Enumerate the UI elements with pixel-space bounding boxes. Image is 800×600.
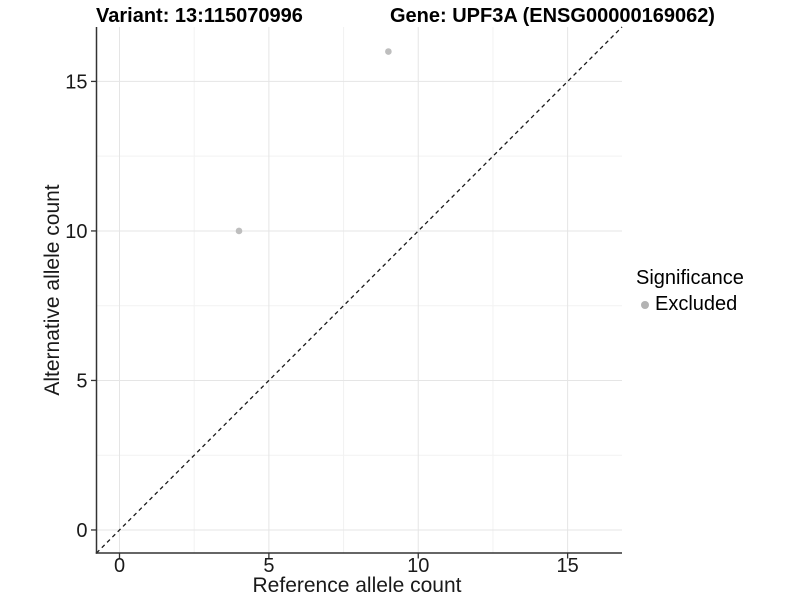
y-tick-label: 10 (65, 221, 87, 243)
legend-item-excluded: Excluded (641, 294, 744, 315)
x-tick-label: 10 (407, 555, 429, 577)
plot-title-gene: Gene: UPF3A (ENSG00000169062) (390, 5, 715, 27)
legend-title: Significance (636, 267, 744, 289)
x-axis-title: Reference allele count (252, 574, 462, 597)
identity-dashed-line (96, 26, 623, 554)
legend: Significance Excluded (636, 268, 744, 315)
plot-title-variant: Variant: 13:115070996 (96, 5, 303, 27)
y-tick-label: 15 (65, 71, 87, 93)
y-axis-title: Alternative allele count (41, 184, 64, 396)
legend-item-label: Excluded (655, 293, 738, 315)
legend-point-icon (641, 300, 649, 309)
data-point (235, 227, 243, 235)
y-tick-label: 0 (76, 520, 87, 542)
x-tick-label: 15 (557, 555, 579, 577)
x-tick-label: 5 (263, 555, 274, 577)
x-tick-label: 0 (114, 555, 125, 577)
y-tick-label: 5 (76, 370, 87, 392)
data-point (385, 48, 392, 55)
